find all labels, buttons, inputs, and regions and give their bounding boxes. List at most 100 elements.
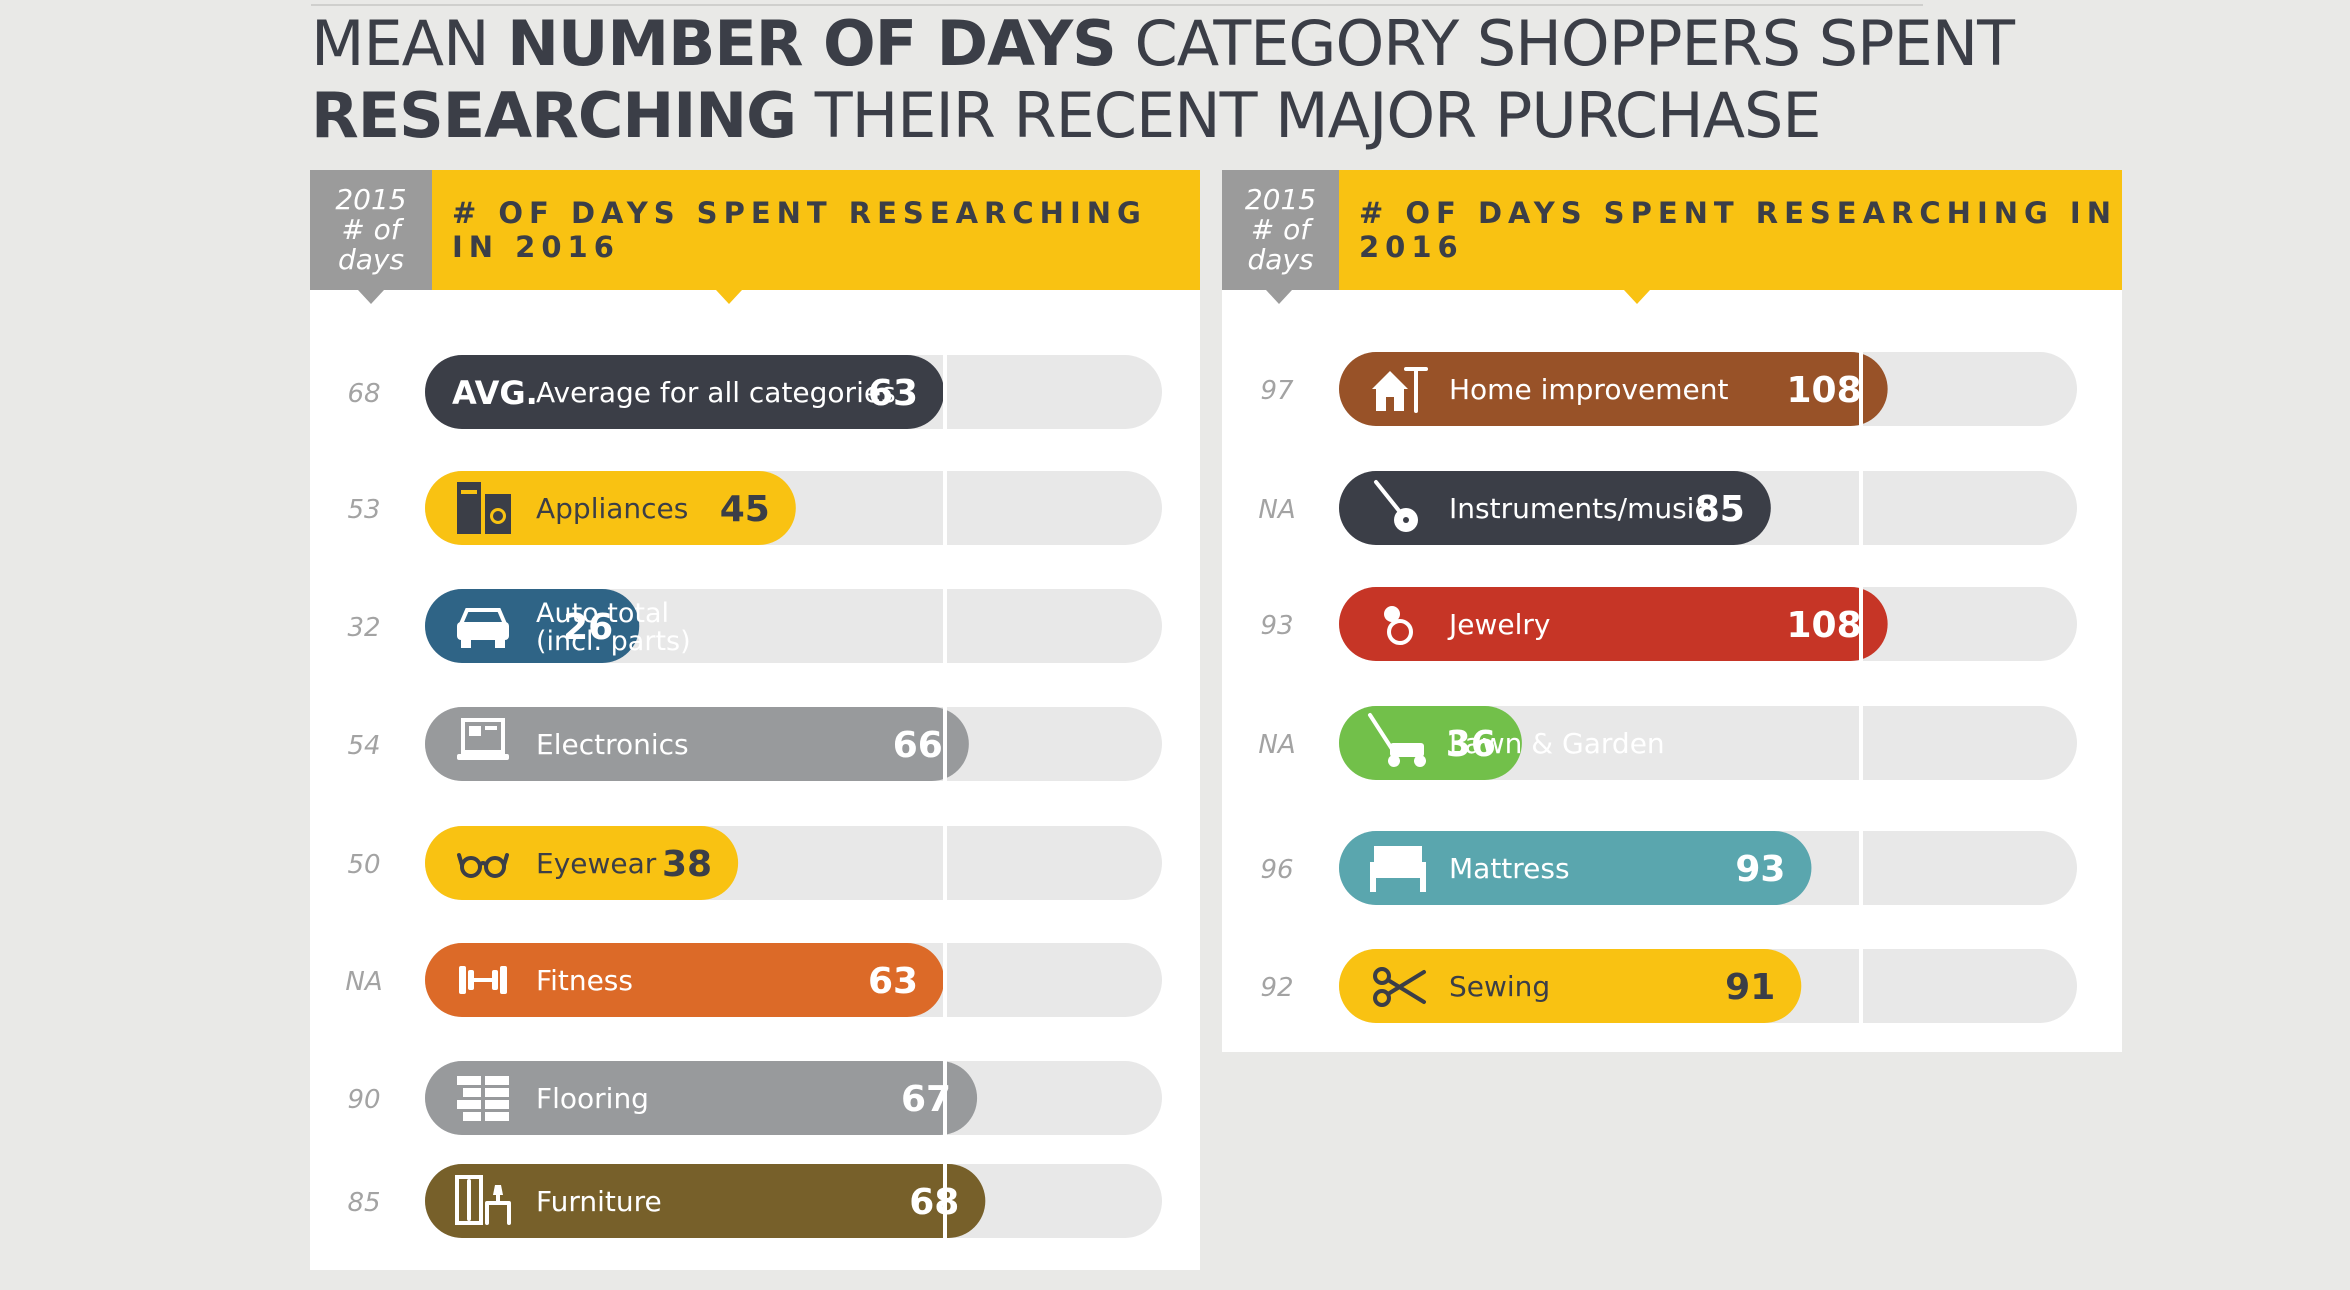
bar-value-label: 26 [563,607,613,648]
bar-row-0-7: 85 Furniture 68 [347,1164,1162,1238]
chart-panel-1: 97 Home improvement 108 NA Instruments/music… [1258,352,2077,1023]
bar-label: Jewelry [1447,608,1550,641]
bar-row-1-4: 96 Mattress 93 [1260,831,2077,905]
house-tools-icon [1372,367,1428,413]
right-year-pointer [1266,290,1292,304]
bar-value [425,355,945,429]
left-main-pointer [716,290,742,304]
bar-value-label: 45 [720,489,770,530]
bar-value [425,589,640,663]
bar-row-0-6: 90 Flooring 67 [347,1061,1162,1135]
left-year-header-line2: # of [341,213,401,246]
bar-row-1-5: 92 Sewing 91 [1260,949,2077,1023]
left-year-header-line3: days [337,243,405,276]
bar-row-0-4: 50 Eyewear 38 [347,826,1162,900]
bar-value-label: 63 [868,373,918,414]
right-main-pointer [1624,290,1650,304]
bar-row-1-0: 97 Home improvement 108 [1260,352,2077,426]
bar-label: Furniture [536,1185,662,1218]
prev-value: 53 [347,495,380,525]
lawnmower-icon [1368,713,1426,767]
furniture-icon [455,1175,511,1225]
bar-label: Auto total [536,598,669,629]
bar-divider [943,943,947,1017]
bar-row-0-2: 32 Auto total(incl. parts)26 [347,589,1162,663]
bar-value [425,943,945,1017]
prev-value: NA [1258,730,1295,760]
bar-value-label: 108 [1786,605,1861,646]
bar-divider [1859,706,1863,780]
bed-icon [1370,846,1426,892]
bar-value-label: 85 [1695,489,1745,530]
left-main-header: # OF DAYS SPENT RESEARCHING IN 2016 [432,170,1200,290]
bar-value-label: 93 [1735,849,1785,890]
bar-value-label: 91 [1725,967,1775,1008]
right-year-header: 2015 # of days [1222,170,1339,290]
prev-value: 93 [1260,611,1293,641]
prev-value: NA [1258,495,1295,525]
bar-value [1339,831,1812,905]
right-year-header-line2: # of [1250,213,1311,246]
bar-value [1339,706,1522,780]
title-part3: CATEGORY SHOPPERS SPENT [1115,7,2015,80]
bar-divider [943,1164,947,1238]
bar-divider [943,471,947,545]
bar-value [425,707,969,781]
page-title: MEAN NUMBER OF DAYS CATEGORY SHOPPERS SP… [311,8,2211,152]
bar-label: Home improvement [1449,373,1728,406]
left-year-pointer [358,290,384,304]
prev-value: 32 [347,613,380,643]
bar-divider [1859,587,1863,661]
prev-value: 90 [347,1085,380,1115]
bar-value-label: 67 [901,1079,951,1120]
bar-value [1339,949,1802,1023]
dumbbell-icon [459,966,507,994]
bar-value [425,471,796,545]
appliances-icon [457,482,511,534]
bar-value [1339,352,1888,426]
bar-divider [943,1061,947,1135]
prev-value: 97 [1260,376,1294,406]
bar-row-0-3: 54 Electronics 66 [347,707,1162,781]
bar-label-line2: (incl. parts) [536,626,691,657]
bar-divider [1859,949,1863,1023]
bar-value-label: 108 [1786,370,1861,411]
prev-value: 96 [1260,855,1293,885]
bar-value [425,826,739,900]
title-part5: THEIR RECENT MAJOR PURCHASE [796,79,1822,152]
prev-value: NA [345,967,382,997]
title-part2: NUMBER OF DAYS [507,7,1117,80]
ring-icon [1384,606,1413,645]
bar-label: Flooring [536,1082,649,1115]
bar-value [425,1061,978,1135]
bar-value [425,1164,986,1238]
bar-track [1339,706,2077,780]
prev-value: 68 [347,379,380,409]
title-part1: MEAN [311,7,508,80]
guitar-icon [1374,480,1418,532]
bar-value [1339,587,1888,661]
bar-divider [1859,831,1863,905]
right-year-header-line3: days [1247,243,1314,276]
scissors-icon [1373,967,1426,1007]
bar-label: Fitness [536,964,633,997]
bar-label: Average for all categories [536,376,896,409]
right-main-header-label: # OF DAYS SPENT RESEARCHING IN 2016 [1359,196,2117,264]
bricks-icon [457,1076,509,1121]
bar-divider [1859,471,1863,545]
bar-label: Electronics [536,728,689,761]
right-main-header: # OF DAYS SPENT RESEARCHING IN 2016 [1339,170,2122,290]
bar-label: Sewing [1449,970,1550,1003]
title-part4: RESEARCHING [311,79,797,152]
left-year-header: 2015 # of days [310,170,432,290]
glasses-icon [457,853,509,878]
bar-row-0-5: NA Fitness 63 [345,943,1162,1017]
bar-label: Eyewear [536,847,657,880]
laptop-icon [457,718,509,760]
car-icon [457,608,509,648]
right-year-header-line1: 2015 [1244,183,1317,216]
